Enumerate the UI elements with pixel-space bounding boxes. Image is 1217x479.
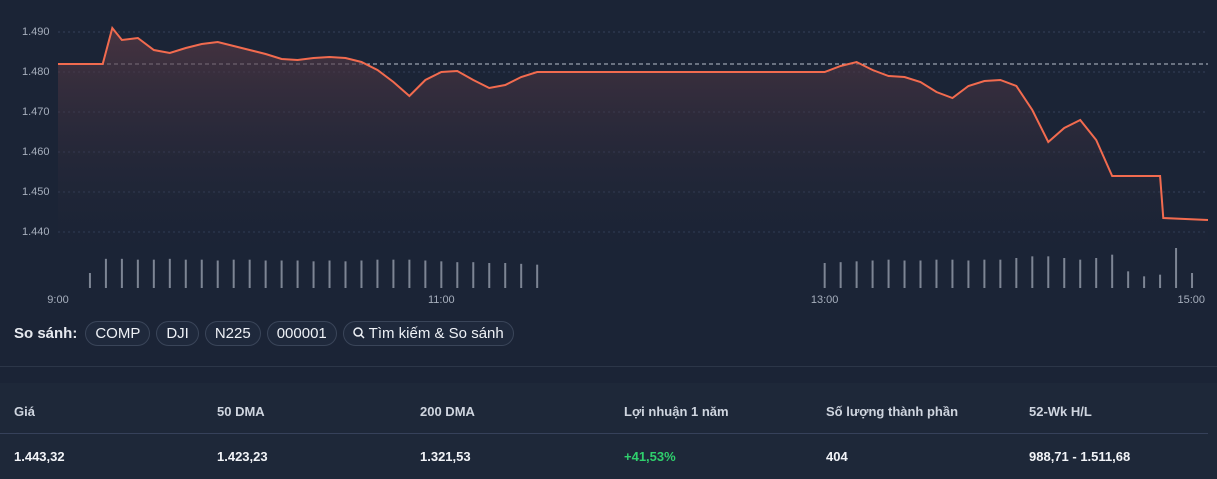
stats-panel: Giá 50 DMA 200 DMA Lợi nhuận 1 năm Số lượng … — [0, 383, 1217, 479]
x-tick-label: 13:00 — [811, 294, 839, 306]
volume-bar — [312, 261, 315, 288]
y-tick-label: 1.450 — [22, 186, 50, 198]
compare-chip[interactable]: COMP — [85, 320, 151, 346]
volume-bar — [200, 259, 203, 288]
volume-bar — [1079, 259, 1082, 288]
volume-bar — [152, 259, 155, 288]
area — [58, 28, 1208, 252]
volume-bar — [520, 263, 523, 288]
stat-value: 404 — [826, 449, 848, 464]
y-tick-label: 1.460 — [22, 146, 50, 158]
stat-value: +41,53% — [624, 449, 676, 464]
volume-bar — [136, 259, 139, 288]
volume-bar — [1095, 258, 1098, 288]
volume-bar — [104, 258, 107, 288]
y-tick-label: 1.470 — [22, 106, 50, 118]
volume-bar — [168, 258, 171, 288]
compare-label: So sánh: — [14, 324, 78, 342]
volume-bar — [1175, 248, 1178, 288]
volume-bar — [328, 260, 331, 288]
volume-bar — [839, 262, 842, 288]
stat-header: 50 DMA — [217, 404, 265, 419]
volume-bar — [392, 259, 395, 288]
search-button[interactable]: Tìm kiếm & So sánh — [342, 320, 514, 346]
volume-bar — [1111, 254, 1114, 288]
volume-bar — [88, 273, 91, 288]
volume-bar — [1015, 258, 1018, 288]
volume-bar — [504, 263, 507, 288]
volume-bar — [440, 261, 443, 288]
stat-value: 1.321,53 — [420, 449, 471, 464]
volume-bar — [951, 259, 954, 288]
volume-bar — [1063, 258, 1066, 288]
volume-bar — [232, 259, 235, 288]
x-tick-label: 9:00 — [47, 294, 68, 306]
volume-bar — [264, 260, 267, 288]
volume-bar — [296, 260, 299, 288]
y-tick-label: 1.440 — [22, 226, 50, 238]
stat-value: 1.443,32 — [14, 449, 65, 464]
search-icon — [353, 326, 365, 339]
volume-bar — [184, 259, 187, 288]
volume-bar — [855, 261, 858, 288]
stat-header: 200 DMA — [420, 404, 475, 419]
y-tick-label: 1.480 — [22, 66, 50, 78]
separator — [0, 366, 1217, 367]
volume-bar — [1031, 256, 1034, 288]
volume-bar — [360, 260, 363, 288]
volume-bar — [280, 260, 283, 288]
volume-bar — [1047, 256, 1050, 288]
volume-bar — [456, 262, 459, 288]
chart: 1.440 1.450 1.460 1.470 1.480 1.490 9:00 11:00 1… — [22, 25, 1209, 306]
volume-bar — [472, 262, 475, 288]
volume-bar — [216, 260, 219, 288]
volume-bar — [376, 259, 379, 288]
x-tick-label: 11:00 — [428, 294, 455, 306]
volume-bar — [424, 260, 427, 288]
stat-header: Số lượng thành phần — [826, 404, 959, 419]
volume-bar — [823, 263, 826, 288]
volume-bar — [871, 260, 874, 288]
volume-bar — [488, 263, 491, 288]
volume-bar — [919, 260, 922, 288]
volume-bar — [887, 259, 890, 288]
volume-bar — [536, 264, 539, 288]
search-label: Tìm kiếm & So sánh — [368, 324, 504, 342]
compare-chip[interactable]: N225 — [204, 320, 261, 346]
compare-bar: So sánh: COMP DJI N225 000001 Tìm kiếm &… — [14, 320, 514, 346]
volume-bar — [1191, 273, 1194, 288]
volume-bar — [983, 259, 986, 288]
price-line — [58, 25, 1209, 221]
compare-chip[interactable]: DJI — [156, 320, 199, 346]
volume-bar — [935, 259, 938, 288]
volume-bar — [1127, 271, 1130, 288]
compare-chip[interactable]: 000001 — [266, 320, 337, 346]
volume-bar — [344, 261, 347, 288]
x-tick-label: 15:00 — [1177, 294, 1205, 306]
stat-header: 52-Wk H/L — [1029, 404, 1092, 419]
volume-bar — [120, 258, 123, 288]
volume-bar — [248, 259, 251, 288]
stat-value: 1.423,23 — [217, 449, 268, 464]
y-tick-label: 1.490 — [22, 26, 50, 38]
volume-bar — [1159, 274, 1162, 288]
stat-header: Lợi nhuận 1 năm — [624, 404, 729, 419]
volume-bar — [967, 260, 970, 288]
volume-bar — [903, 260, 906, 288]
volume-bar — [408, 259, 411, 288]
stat-value: 988,71 - 1.511,68 — [1029, 449, 1131, 464]
volume-bar — [999, 259, 1002, 288]
divider — [0, 433, 1208, 434]
volume-bar — [1143, 276, 1146, 288]
stat-header: Giá — [14, 404, 35, 419]
